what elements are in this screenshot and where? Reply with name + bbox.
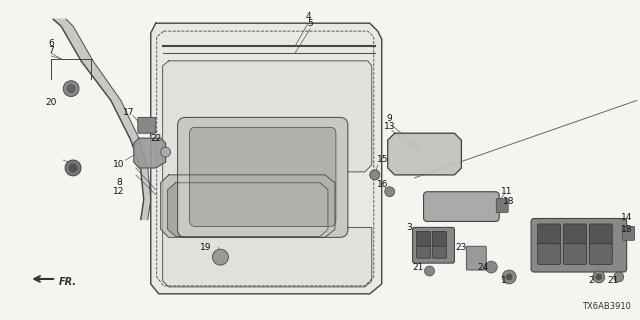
FancyBboxPatch shape bbox=[538, 224, 561, 245]
Text: 3: 3 bbox=[407, 223, 413, 232]
Circle shape bbox=[69, 164, 77, 172]
Text: 21: 21 bbox=[412, 263, 423, 272]
Polygon shape bbox=[163, 61, 372, 287]
Text: 9: 9 bbox=[387, 114, 392, 123]
FancyBboxPatch shape bbox=[433, 246, 447, 258]
Circle shape bbox=[596, 274, 602, 280]
Text: 14: 14 bbox=[621, 213, 632, 222]
Text: TX6AB3910: TX6AB3910 bbox=[582, 302, 630, 311]
Text: 19: 19 bbox=[200, 243, 211, 252]
FancyBboxPatch shape bbox=[189, 127, 336, 227]
Circle shape bbox=[161, 147, 171, 157]
Text: 12: 12 bbox=[113, 187, 125, 196]
Text: 22: 22 bbox=[150, 134, 161, 143]
Text: 18: 18 bbox=[504, 197, 515, 206]
FancyBboxPatch shape bbox=[496, 199, 508, 212]
Circle shape bbox=[63, 81, 79, 97]
Circle shape bbox=[502, 270, 516, 284]
Polygon shape bbox=[53, 19, 151, 220]
Polygon shape bbox=[134, 138, 166, 168]
Text: 15: 15 bbox=[377, 156, 388, 164]
Text: 1: 1 bbox=[501, 276, 507, 285]
Circle shape bbox=[385, 187, 395, 197]
FancyBboxPatch shape bbox=[589, 244, 612, 265]
Text: 24: 24 bbox=[477, 263, 489, 272]
Text: 4: 4 bbox=[305, 12, 311, 21]
Circle shape bbox=[424, 266, 435, 276]
Text: 2: 2 bbox=[588, 276, 594, 285]
Text: 18: 18 bbox=[621, 225, 632, 234]
Circle shape bbox=[614, 272, 623, 282]
Text: 20: 20 bbox=[45, 98, 57, 107]
Polygon shape bbox=[168, 183, 328, 236]
FancyBboxPatch shape bbox=[433, 231, 447, 246]
Text: 8: 8 bbox=[116, 178, 122, 187]
Circle shape bbox=[370, 170, 380, 180]
FancyBboxPatch shape bbox=[589, 224, 612, 245]
Polygon shape bbox=[388, 133, 461, 175]
FancyBboxPatch shape bbox=[178, 117, 348, 237]
FancyBboxPatch shape bbox=[424, 192, 499, 221]
Polygon shape bbox=[151, 23, 381, 294]
Text: 11: 11 bbox=[501, 187, 513, 196]
FancyBboxPatch shape bbox=[467, 246, 486, 270]
FancyBboxPatch shape bbox=[531, 219, 627, 272]
Text: 21: 21 bbox=[607, 276, 618, 285]
Text: 16: 16 bbox=[377, 180, 388, 189]
Polygon shape bbox=[161, 175, 335, 237]
Circle shape bbox=[593, 271, 605, 283]
Circle shape bbox=[212, 249, 228, 265]
Circle shape bbox=[485, 261, 497, 273]
Text: 7: 7 bbox=[48, 46, 54, 55]
Circle shape bbox=[67, 85, 75, 92]
FancyBboxPatch shape bbox=[623, 227, 635, 240]
Circle shape bbox=[506, 274, 512, 280]
Text: 5: 5 bbox=[307, 19, 313, 28]
Text: 17: 17 bbox=[123, 108, 134, 117]
Circle shape bbox=[65, 160, 81, 176]
Text: 23: 23 bbox=[456, 243, 467, 252]
Text: 6: 6 bbox=[48, 38, 54, 48]
FancyBboxPatch shape bbox=[563, 244, 586, 265]
FancyBboxPatch shape bbox=[413, 228, 454, 263]
FancyBboxPatch shape bbox=[138, 117, 156, 133]
FancyBboxPatch shape bbox=[417, 231, 431, 246]
Text: 13: 13 bbox=[384, 122, 396, 131]
FancyBboxPatch shape bbox=[538, 244, 561, 265]
Text: FR.: FR. bbox=[59, 277, 77, 287]
FancyBboxPatch shape bbox=[563, 224, 586, 245]
Text: 10: 10 bbox=[113, 160, 125, 170]
FancyBboxPatch shape bbox=[417, 246, 431, 258]
